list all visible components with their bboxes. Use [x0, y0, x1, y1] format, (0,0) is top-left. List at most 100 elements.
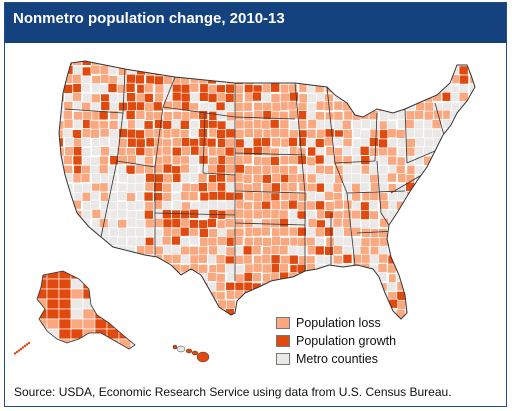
county-cell: [134, 227, 145, 237]
county-cell: [414, 226, 424, 237]
state-border: [334, 160, 376, 164]
county-cell: [396, 91, 407, 102]
us-county-map: [13, 60, 487, 363]
county-cell: [315, 65, 325, 75]
county-cell: [117, 209, 128, 220]
county-cell: [134, 182, 145, 193]
county-cell: [126, 299, 137, 309]
county-cell: [118, 172, 128, 183]
county-cell: [369, 61, 380, 67]
county-cell: [334, 291, 345, 301]
county-cell: [432, 191, 442, 202]
county-cell: [64, 246, 74, 257]
county-cell: [469, 307, 475, 318]
county-cell: [91, 272, 102, 282]
county-cell: [107, 218, 118, 229]
state-border: [64, 108, 124, 114]
county-cell: [432, 281, 442, 292]
county-cell: [305, 137, 316, 148]
county-cell: [62, 254, 73, 264]
county-cell: [199, 228, 209, 238]
county-cell: [387, 146, 398, 157]
county-cell: [243, 137, 254, 148]
county-cell: [144, 280, 155, 291]
county-cell: [440, 219, 451, 229]
county-cell: [243, 61, 254, 67]
state-border: [234, 152, 306, 156]
county-cell: [298, 218, 308, 229]
county-cell: [395, 227, 406, 238]
alaska-borough-cell: [106, 278, 120, 290]
county-cell: [280, 300, 290, 311]
aleutian-island: [25, 343, 29, 346]
county-cell: [262, 102, 272, 112]
county-cell: [306, 165, 317, 176]
alaska-borough-cell: [82, 308, 96, 320]
county-cell: [468, 209, 475, 220]
county-cell: [324, 246, 334, 256]
county-cell: [163, 244, 173, 255]
state-border: [234, 190, 306, 194]
county-cell: [154, 308, 164, 318]
county-cell: [269, 66, 280, 76]
county-cell: [306, 74, 317, 85]
county-cell: [63, 219, 74, 230]
county-cell: [270, 281, 281, 292]
county-cell: [225, 246, 236, 257]
legend-label-loss: Population loss: [296, 316, 381, 330]
county-cell: [215, 101, 226, 112]
county-cell: [125, 110, 136, 120]
county-cell: [467, 236, 475, 247]
county-cell: [324, 226, 334, 237]
county-cell: [415, 182, 425, 193]
county-cell: [152, 101, 163, 112]
county-cell: [242, 254, 253, 265]
state-border: [346, 190, 406, 194]
alaska-borough-cell: [106, 298, 120, 310]
county-cell: [324, 61, 335, 67]
county-cell: [280, 92, 290, 103]
county-cell: [143, 255, 154, 265]
county-cell: [440, 272, 451, 283]
county-cell: [171, 245, 181, 255]
county-cell: [271, 61, 282, 67]
county-cell: [252, 308, 262, 318]
county-cell: [162, 200, 172, 211]
county-cell: [342, 129, 353, 139]
county-cell: [154, 245, 164, 256]
county-cell: [244, 191, 254, 201]
county-cell: [59, 137, 64, 148]
county-cell: [215, 254, 226, 264]
county-cell: [370, 282, 381, 292]
county-cell: [324, 119, 334, 130]
county-cell: [225, 263, 235, 274]
county-cell: [306, 156, 316, 167]
county-cell: [126, 92, 136, 102]
county-cell: [135, 219, 146, 229]
county-cell: [90, 199, 100, 210]
county-cell: [279, 119, 290, 130]
county-cell: [478, 209, 487, 218]
county-cell: [135, 290, 145, 300]
county-cell: [198, 182, 208, 192]
county-cell: [144, 209, 154, 220]
county-cell: [144, 128, 155, 139]
county-cell: [81, 228, 92, 238]
county-cell: [441, 173, 452, 183]
county-cell: [386, 61, 397, 66]
county-cell: [180, 191, 191, 201]
county-cell: [199, 91, 209, 102]
county-cell: [396, 156, 407, 167]
county-cell: [350, 272, 361, 283]
county-cell: [59, 245, 64, 256]
county-cell: [450, 236, 461, 246]
county-cell: [189, 172, 200, 183]
county-cell: [315, 173, 326, 183]
county-cell: [180, 155, 190, 166]
county-cell: [341, 120, 352, 130]
county-cell: [144, 218, 155, 229]
county-cell: [59, 209, 64, 219]
county-cell: [478, 265, 487, 274]
county-cell: [233, 236, 244, 246]
county-cell: [80, 173, 91, 183]
